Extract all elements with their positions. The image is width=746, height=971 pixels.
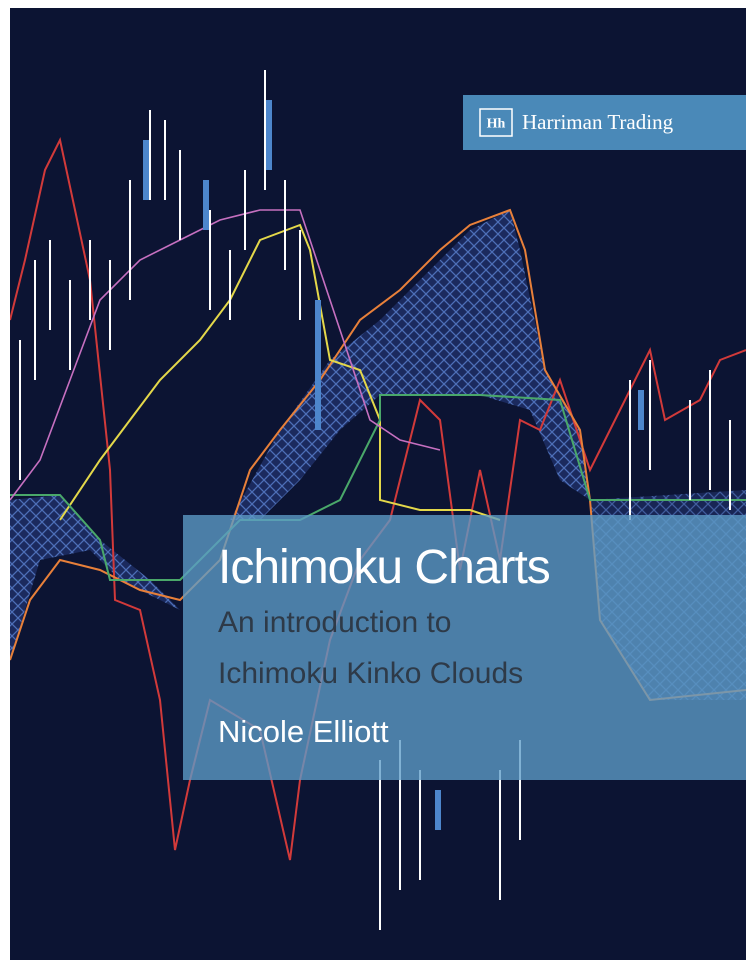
author: Nicole Elliott — [218, 714, 389, 749]
page: Hh Harriman Trading Ichimoku Charts An i… — [0, 0, 746, 971]
subtitle-line: Ichimoku Kinko Clouds — [218, 657, 523, 690]
publisher-logo: Hh — [487, 117, 506, 132]
publisher-name: Harriman Trading — [522, 110, 674, 134]
subtitle-line: An introduction to — [218, 606, 451, 639]
book-cover: Hh Harriman Trading Ichimoku Charts An i… — [0, 0, 746, 971]
cover-background — [10, 8, 746, 960]
title: Ichimoku Charts — [218, 541, 550, 594]
